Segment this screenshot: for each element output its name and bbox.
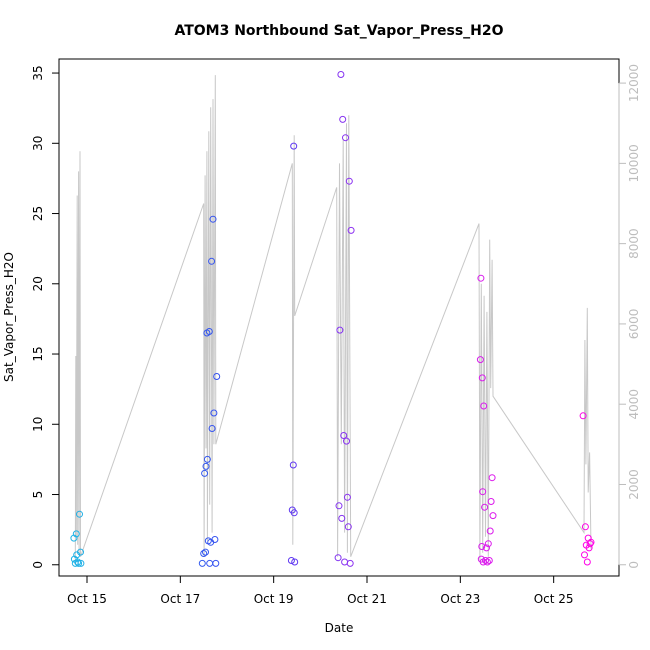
data-point xyxy=(72,530,80,538)
data-point xyxy=(208,425,216,432)
data-point xyxy=(291,558,299,566)
data-point xyxy=(77,559,85,567)
data-point xyxy=(339,115,347,123)
data-point xyxy=(341,558,349,566)
data-point xyxy=(343,493,351,501)
x-tick-label: Oct 15 xyxy=(67,592,107,606)
chart-title: ATOM3 Northbound Sat_Vapor_Press_H2O xyxy=(174,23,503,39)
y-tick-label-left: 35 xyxy=(31,65,45,80)
y-tick-label-left: 0 xyxy=(31,561,45,569)
data-point xyxy=(583,558,591,566)
data-point xyxy=(206,559,214,567)
data-point xyxy=(485,557,493,564)
data-point xyxy=(476,356,484,364)
data-point xyxy=(205,328,213,335)
data-point xyxy=(342,134,349,142)
data-point xyxy=(202,462,210,470)
background-line-layer xyxy=(74,75,592,565)
background-line xyxy=(74,75,592,565)
data-point xyxy=(75,559,83,567)
data-point xyxy=(584,534,592,542)
y-axis-label: Sat_Vapor_Press_H2O xyxy=(2,252,16,382)
y-tick-label-left: 20 xyxy=(31,276,45,291)
data-point xyxy=(200,550,208,557)
data-point xyxy=(77,548,84,556)
data-point xyxy=(336,326,344,334)
data-point xyxy=(488,474,496,482)
data-point xyxy=(489,512,497,520)
data-point xyxy=(198,559,206,567)
data-point xyxy=(202,548,209,556)
data-point xyxy=(76,510,83,518)
y-tick-label-left: 10 xyxy=(31,417,45,432)
data-point xyxy=(201,469,209,477)
data-point xyxy=(212,559,220,567)
y-tick-label-right: 10000 xyxy=(627,144,641,182)
y-tick-label-right: 8000 xyxy=(627,228,641,259)
data-point xyxy=(581,523,589,531)
x-axis: Oct 15 Oct 17 Oct 19 Oct 21 Oct 23 Oct 25 xyxy=(67,575,574,606)
data-point xyxy=(209,215,217,223)
x-axis-label: Date xyxy=(325,621,354,635)
data-point xyxy=(344,523,352,531)
y-tick-label-right: 6000 xyxy=(627,309,641,340)
data-point xyxy=(289,461,297,469)
y-tick-label-right: 2000 xyxy=(627,469,641,500)
data-point xyxy=(487,498,495,505)
y-tick-label-left: 5 xyxy=(31,491,45,499)
data-point xyxy=(345,177,353,185)
data-point xyxy=(482,557,489,564)
x-tick-label: Oct 25 xyxy=(534,592,574,606)
y-axis-left: 0 5 10 15 20 25 30 35 xyxy=(31,65,60,569)
data-point xyxy=(340,432,348,439)
data-point xyxy=(478,374,486,382)
data-point xyxy=(338,514,346,522)
data-point xyxy=(334,554,342,562)
data-point xyxy=(579,412,587,420)
data-point xyxy=(483,544,490,552)
data-point xyxy=(347,226,355,234)
y-tick-label-left: 25 xyxy=(31,206,45,221)
y-tick-label-left: 15 xyxy=(31,346,45,361)
x-tick-label: Oct 17 xyxy=(160,592,200,606)
data-point xyxy=(213,373,221,380)
x-tick-label: Oct 21 xyxy=(347,592,387,606)
data-point xyxy=(337,71,345,78)
data-point xyxy=(211,536,219,543)
data-point xyxy=(480,402,488,410)
x-tick-label: Oct 23 xyxy=(440,592,480,606)
data-point xyxy=(346,559,354,567)
y-tick-label-right: 4000 xyxy=(627,389,641,420)
data-point xyxy=(479,488,487,496)
data-point xyxy=(586,540,594,548)
data-point xyxy=(587,538,595,546)
y-tick-label-left: 30 xyxy=(31,136,45,151)
data-point xyxy=(486,527,494,535)
data-point xyxy=(203,455,211,463)
data-point xyxy=(335,502,343,510)
data-point xyxy=(208,257,216,265)
data-point xyxy=(290,509,298,517)
data-point xyxy=(581,551,588,559)
x-tick-label: Oct 19 xyxy=(254,592,294,606)
data-point xyxy=(287,557,295,564)
y-axis-right: 0 2000 4000 6000 8000 10000 12000 xyxy=(618,64,641,569)
data-point xyxy=(290,142,298,150)
data-point xyxy=(343,437,350,445)
data-point xyxy=(481,503,489,511)
data-point xyxy=(483,558,491,566)
data-point xyxy=(478,543,486,550)
data-point xyxy=(477,274,485,282)
y-tick-label-right: 12000 xyxy=(627,64,641,102)
data-point xyxy=(484,540,492,548)
data-point xyxy=(74,558,82,566)
y-tick-label-right: 0 xyxy=(627,561,641,569)
points-layer xyxy=(70,71,595,567)
data-point xyxy=(210,409,218,417)
